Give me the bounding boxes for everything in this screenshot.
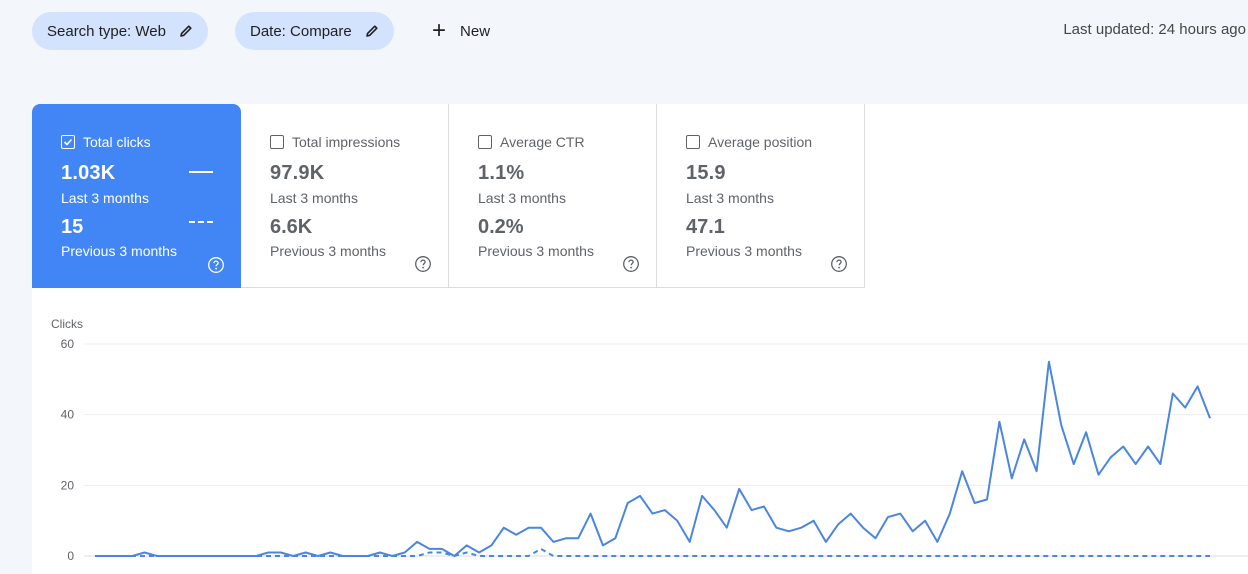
metric-period-current: Last 3 months <box>270 190 358 206</box>
metric-period-current: Last 3 months <box>478 190 566 206</box>
help-icon[interactable] <box>830 255 848 273</box>
metric-period-current: Last 3 months <box>686 190 774 206</box>
new-filter-button[interactable]: + New <box>424 12 498 50</box>
metric-period-current: Last 3 months <box>61 190 149 206</box>
y-axis-ticks: 0 20 40 60 <box>61 337 75 563</box>
metric-label: Total impressions <box>292 134 401 150</box>
metric-period-previous: Previous 3 months <box>478 243 594 259</box>
plus-icon: + <box>432 17 447 44</box>
metric-value-previous: 6.6K <box>270 216 313 238</box>
new-filter-label: New <box>460 22 491 40</box>
last-updated-text: Last updated: 24 hours ago <box>1063 21 1246 38</box>
search-type-filter-chip[interactable]: Search type: Web <box>32 12 208 50</box>
metric-tile-average-position[interactable]: Average position 15.9 Last 3 months 47.1… <box>657 104 865 288</box>
chart-series <box>95 360 1211 557</box>
metric-header: Total clicks <box>61 134 151 150</box>
checkbox-checked-icon[interactable] <box>61 135 75 149</box>
metric-value-current: 15.9 <box>686 162 726 184</box>
series-line-current <box>95 360 1211 557</box>
metric-tile-average-ctr[interactable]: Average CTR 1.1% Last 3 months 0.2% Prev… <box>449 104 657 288</box>
y-axis-title: Clicks <box>51 317 83 331</box>
date-filter-label: Date: Compare <box>250 22 352 40</box>
metric-tile-total-impressions[interactable]: Total impressions 97.9K Last 3 months 6.… <box>241 104 449 288</box>
metric-period-previous: Previous 3 months <box>686 243 802 259</box>
y-tick-label: 20 <box>61 478 75 492</box>
search-type-label: Search type: Web <box>47 22 166 40</box>
help-icon[interactable] <box>414 255 432 273</box>
metric-value-previous: 15 <box>61 216 84 238</box>
date-filter-chip[interactable]: Date: Compare <box>235 12 394 50</box>
checkbox-unchecked-icon[interactable] <box>478 135 492 149</box>
edit-pencil-icon <box>178 23 194 39</box>
metric-label: Average CTR <box>500 134 585 150</box>
checkbox-unchecked-icon[interactable] <box>686 135 700 149</box>
edit-pencil-icon <box>364 23 380 39</box>
metric-label: Average position <box>708 134 813 150</box>
metric-tile-total-clicks[interactable]: Total clicks 1.03K Last 3 months 15 Prev… <box>32 104 241 288</box>
metric-value-current: 97.9K <box>270 162 325 184</box>
y-tick-label: 60 <box>61 337 75 351</box>
checkbox-unchecked-icon[interactable] <box>270 135 284 149</box>
metric-header: Average CTR <box>478 134 585 150</box>
metric-tiles: Total clicks 1.03K Last 3 months 15 Prev… <box>32 104 865 288</box>
y-tick-label: 0 <box>67 549 74 563</box>
legend-dashed-line <box>189 221 213 223</box>
metric-value-previous: 47.1 <box>686 216 725 238</box>
legend-solid-line <box>189 171 213 173</box>
metric-header: Total impressions <box>270 134 400 150</box>
chart-gridlines <box>84 343 1248 557</box>
metric-value-current: 1.1% <box>478 162 525 184</box>
metric-period-previous: Previous 3 months <box>270 243 386 259</box>
metric-value-previous: 0.2% <box>478 216 524 238</box>
metric-header: Average position <box>686 134 812 150</box>
help-icon[interactable] <box>207 256 225 274</box>
y-tick-label: 40 <box>61 408 75 422</box>
metric-period-previous: Previous 3 months <box>61 243 177 259</box>
help-icon[interactable] <box>622 255 640 273</box>
metric-value-current: 1.03K <box>61 162 116 184</box>
metric-label: Total clicks <box>83 134 151 150</box>
